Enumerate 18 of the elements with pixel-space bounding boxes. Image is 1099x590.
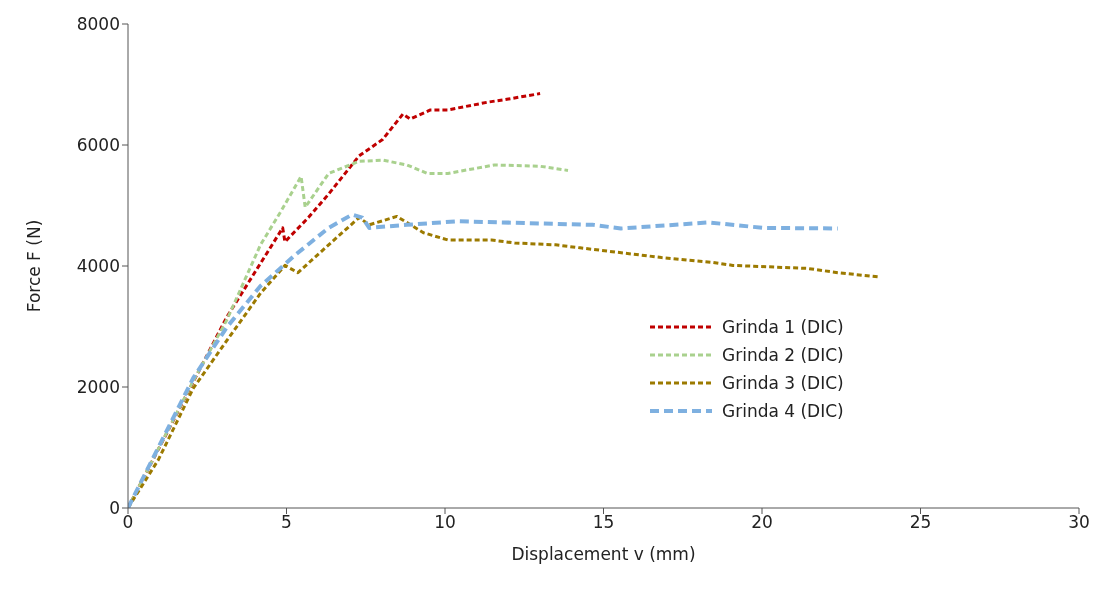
x-tick-label: 15 bbox=[592, 512, 615, 533]
x-tick-label: 0 bbox=[122, 512, 134, 533]
x-tick-label: 10 bbox=[434, 512, 456, 533]
y-tick-label: 4000 bbox=[76, 256, 120, 277]
y-axis-title: Force F (N) bbox=[24, 219, 45, 313]
y-tick-label: 6000 bbox=[76, 135, 120, 156]
legend-label: Grinda 4 (DIC) bbox=[722, 401, 844, 421]
x-tick-label: 30 bbox=[1068, 512, 1090, 533]
y-tick-label: 8000 bbox=[76, 14, 120, 35]
x-axis-title: Displacement v (mm) bbox=[511, 544, 696, 564]
x-tick-label: 25 bbox=[909, 512, 932, 533]
y-tick-label: 0 bbox=[109, 498, 120, 519]
legend-label: Grinda 1 (DIC) bbox=[722, 317, 844, 337]
y-tick-label: 2000 bbox=[76, 377, 120, 398]
x-tick-label: 5 bbox=[281, 512, 292, 533]
legend-label: Grinda 3 (DIC) bbox=[722, 373, 844, 393]
legend-label: Grinda 2 (DIC) bbox=[722, 345, 844, 365]
x-tick-label: 20 bbox=[751, 512, 773, 533]
